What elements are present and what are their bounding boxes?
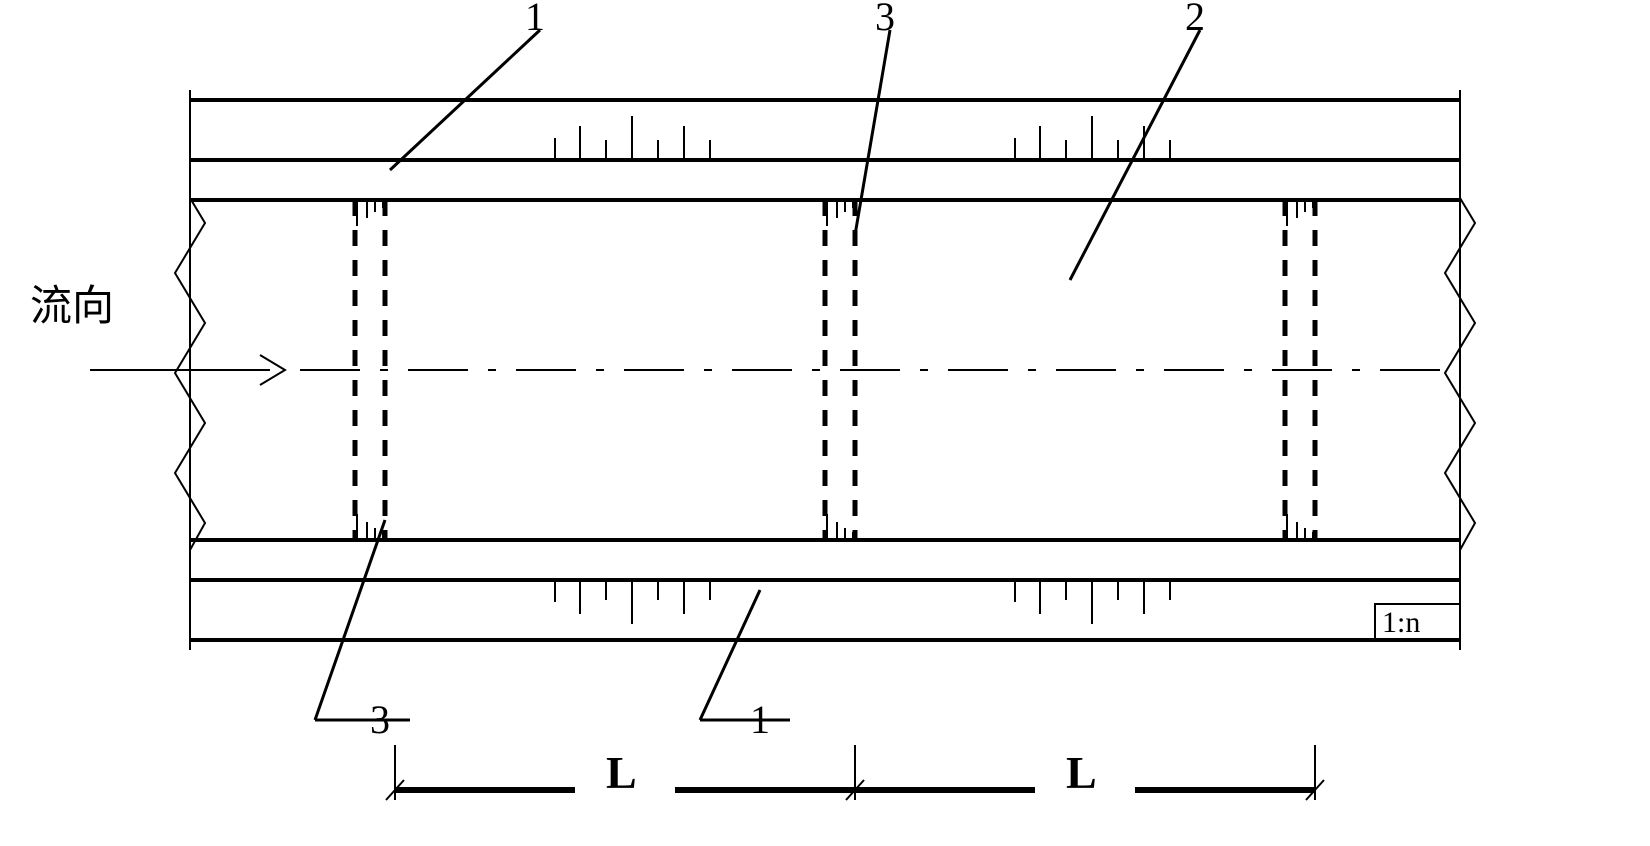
diagram-root: 1 3 2 3 1 流向 1:n L L [0,0,1650,846]
label-top-1: 1 [525,0,545,39]
leader-bot-3 [315,520,410,720]
leader-top-3 [855,30,890,235]
label-bot-3: 3 [370,697,390,742]
leader-top-2 [1070,30,1200,280]
dimension-L [386,745,1324,800]
label-top-2: 2 [1185,0,1205,39]
dim-L-left: L [606,747,637,798]
label-bot-1: 1 [750,697,770,742]
leader-bot-1 [700,590,790,720]
label-flow: 流向 [30,284,114,330]
dim-L-right: L [1066,747,1097,798]
label-ratio: 1:n [1382,606,1420,639]
weld-ticks-bottom [555,580,1170,624]
weld-ticks-top [555,116,1170,160]
label-top-3: 3 [875,0,895,39]
flow-arrow [90,355,1440,385]
